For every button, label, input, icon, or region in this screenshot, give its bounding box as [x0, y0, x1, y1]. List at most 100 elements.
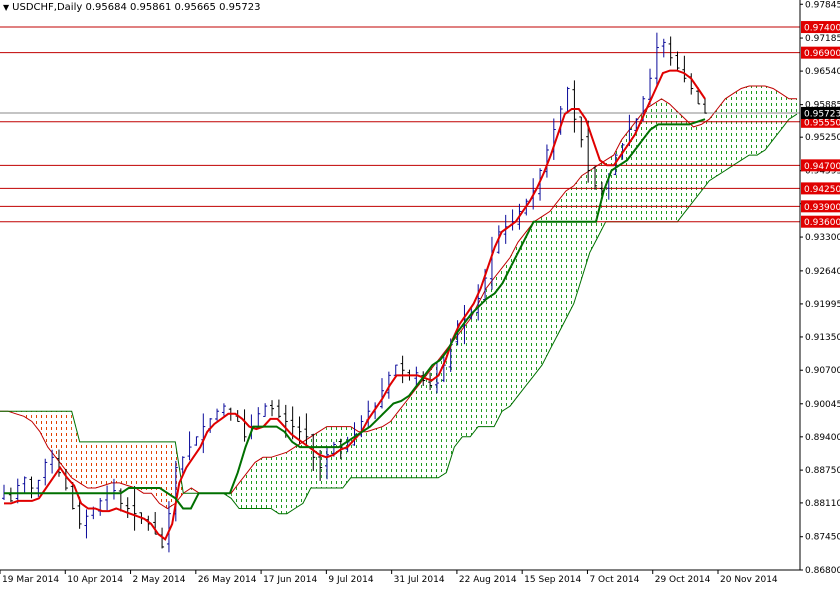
kumo-segment-bullish	[390, 411, 399, 478]
kumo-segment-bearish	[95, 441, 104, 489]
y-tick-label: 0.87450	[805, 533, 840, 543]
indicator-lines	[4, 69, 706, 541]
y-tick-label: 0.97185	[805, 34, 840, 44]
kumo-segment-bullish	[518, 231, 527, 396]
price-axis-bg	[800, 0, 840, 585]
kumo-segment-bearish	[167, 441, 176, 509]
kumo-segment-bullish	[733, 88, 742, 166]
kumo-segment-bearish	[23, 411, 32, 422]
level-label: 0.94250	[804, 185, 840, 195]
kumo-segment-bearish	[119, 441, 128, 486]
kumo-segment-bullish	[661, 98, 670, 222]
kumo-segment-bullish	[526, 221, 534, 386]
kumo-segment-bearish	[159, 441, 168, 509]
y-tick-label: 0.90045	[805, 400, 840, 410]
level-label-bg	[801, 21, 840, 34]
kumo-segment-bearish	[71, 411, 80, 483]
y-tick-label: 0.91995	[805, 300, 840, 310]
support-resistance-levels	[0, 26, 800, 223]
kumo-segment-bullish	[589, 165, 598, 253]
y-tick-label: 0.94595	[805, 167, 840, 177]
kumo-segment-bullish	[653, 98, 662, 222]
level-label: 0.94700	[804, 162, 840, 172]
kumo-segment-bullish	[773, 88, 782, 140]
x-tick-label: 31 Jul 2014	[394, 575, 445, 585]
y-tick-label: 0.97845	[805, 0, 840, 10]
kijun-sen-line	[4, 118, 706, 510]
time-axis-bg	[0, 570, 840, 585]
kumo-segment-bullish	[565, 185, 574, 320]
kumo-segment-bullish	[454, 329, 463, 448]
level-label-bg	[801, 159, 840, 172]
kumo-segment-bullish	[717, 98, 726, 176]
tenkan-sen-line	[4, 69, 706, 541]
symbol-header: ▼ USDCHF,Daily 0.95684 0.95861 0.95665 0.…	[3, 2, 260, 13]
kumo-segment-bullish	[677, 111, 686, 222]
level-label-bg	[801, 200, 840, 213]
kumo-segment-bullish	[749, 85, 758, 156]
low-value: 0.95665	[174, 2, 216, 13]
y-tick-label: 0.95250	[805, 133, 840, 143]
kumo-segment-bullish	[541, 211, 550, 366]
kumo-segment-bearish	[39, 411, 48, 448]
kumo-segment-bullish	[366, 429, 375, 478]
kumo-segment-bullish	[781, 93, 790, 130]
y-tick-label: 0.91350	[805, 333, 840, 343]
kumo-segment-bearish	[143, 441, 152, 494]
y-tick-label: 0.93300	[805, 233, 840, 243]
kumo-segment-bullish	[239, 472, 248, 509]
kumo-segment-bearish	[79, 441, 88, 489]
x-tick-label: 10 Apr 2014	[67, 575, 123, 585]
kumo-segment-bullish	[278, 452, 287, 514]
kumo-segment-bullish	[414, 380, 423, 478]
y-tick-label: 0.95885	[805, 101, 840, 111]
kumo-segment-bullish	[350, 426, 359, 478]
level-label: 0.96900	[804, 49, 840, 59]
kumo-segment-bullish	[263, 457, 271, 509]
y-tick-label: 0.86800	[805, 566, 840, 576]
level-label-bg	[801, 215, 840, 228]
kumo-segment-bullish	[247, 462, 256, 509]
current-price-label: 0.95723	[804, 109, 840, 119]
kumo-segment-bullish	[701, 119, 710, 191]
candles	[2, 32, 707, 553]
x-tick-label: 26 May 2014	[198, 575, 257, 585]
x-tick-label: 7 Oct 2014	[589, 575, 639, 585]
kumo-segment-bearish	[103, 441, 112, 486]
kumo-segment-bullish	[398, 400, 407, 478]
kumo-segment-bearish	[135, 441, 144, 494]
kumo-segment-bullish	[382, 421, 391, 478]
kumo-segment-bullish	[765, 85, 774, 150]
level-label-bg	[801, 46, 840, 59]
kumo-segment-bullish	[422, 370, 431, 478]
kumo-segment-bullish	[549, 201, 558, 350]
y-tick-label: 0.88110	[805, 499, 840, 509]
kumo-segment-bullish	[406, 390, 415, 478]
kumo-segment-bearish	[63, 411, 72, 478]
x-tick-label: 15 Sep 2014	[524, 575, 581, 585]
kumo-segment-bullish	[557, 190, 566, 335]
kumo-segment-bullish	[374, 426, 383, 478]
kumo-segment-bullish	[502, 257, 511, 412]
kumo-segment-bullish	[446, 339, 455, 473]
kumo-segment-bullish	[318, 426, 327, 489]
close-value: 0.95723	[219, 2, 261, 13]
y-tick-label: 0.89400	[805, 433, 840, 443]
y-tick-label: 0.92640	[805, 267, 840, 277]
kumo-segment-bullish	[693, 124, 702, 202]
level-label-bg	[801, 182, 840, 195]
kumo-segment-bearish	[87, 441, 96, 489]
level-label: 0.93600	[804, 218, 840, 228]
triangle-down-icon[interactable]: ▼	[3, 3, 10, 12]
kumo-segment-bullish	[231, 482, 240, 509]
kumo-segment-bullish	[741, 85, 750, 161]
kumo-segment-bearish	[31, 411, 40, 432]
kumo-segment-bullish	[310, 431, 319, 489]
kumo-segment-bullish	[478, 288, 487, 427]
x-tick-label: 17 Jun 2014	[263, 575, 317, 585]
current-price-label-bg	[801, 106, 840, 119]
kumo-segment-bullish	[669, 103, 678, 222]
kumo-segment-bearish	[55, 411, 64, 468]
kumo-segment-bullish	[430, 359, 439, 478]
